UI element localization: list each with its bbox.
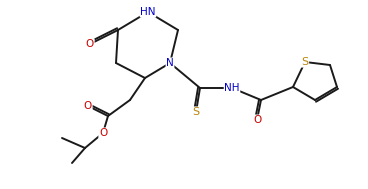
Text: N: N: [166, 58, 174, 68]
Text: O: O: [86, 39, 94, 49]
Text: S: S: [192, 107, 199, 117]
Text: O: O: [84, 101, 92, 111]
Text: S: S: [301, 57, 308, 67]
Text: HN: HN: [140, 7, 156, 17]
Text: NH: NH: [224, 83, 240, 93]
Text: O: O: [253, 115, 261, 125]
Text: O: O: [99, 128, 107, 138]
